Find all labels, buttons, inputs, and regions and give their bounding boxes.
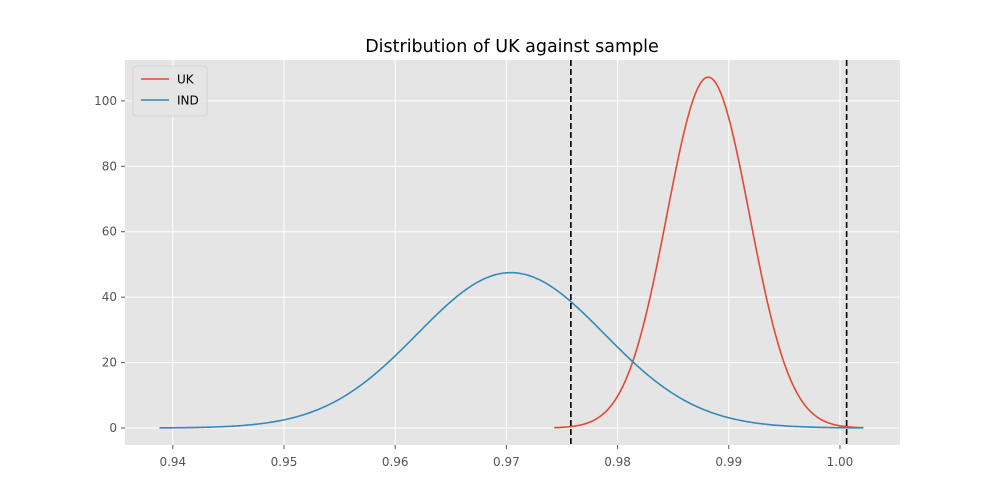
plot-area	[125, 60, 900, 445]
x-tick-label: 0.96	[382, 455, 409, 469]
x-tick-label: 0.94	[159, 455, 186, 469]
legend-label-ind: IND	[177, 94, 199, 108]
axis-ticks: 0.94 0.95 0.96 0.97 0.98 0.99 1.00 0 20 40 60 80 100	[94, 94, 853, 469]
grid-lines	[125, 60, 900, 445]
x-tick-label: 1.00	[827, 455, 854, 469]
y-tick-label: 60	[102, 225, 117, 239]
y-tick-label: 40	[102, 290, 117, 304]
x-tick-label: 0.99	[715, 455, 742, 469]
x-tick-label: 0.97	[493, 455, 520, 469]
x-tick-label: 0.95	[271, 455, 298, 469]
legend-label-uk: UK	[177, 73, 195, 87]
legend: UK IND	[132, 65, 208, 117]
series-line-ind	[159, 271, 864, 429]
y-tick-label: 100	[94, 94, 117, 108]
series-line-uk	[554, 76, 864, 429]
series-lines	[159, 76, 864, 429]
legend-box	[132, 65, 208, 117]
y-tick-label: 20	[102, 356, 117, 370]
y-tick-label: 0	[109, 421, 117, 435]
chart-title: Distribution of UK against sample	[365, 37, 659, 57]
y-tick-label: 80	[102, 159, 117, 173]
threshold-lines	[570, 60, 848, 445]
x-tick-label: 0.98	[604, 455, 631, 469]
